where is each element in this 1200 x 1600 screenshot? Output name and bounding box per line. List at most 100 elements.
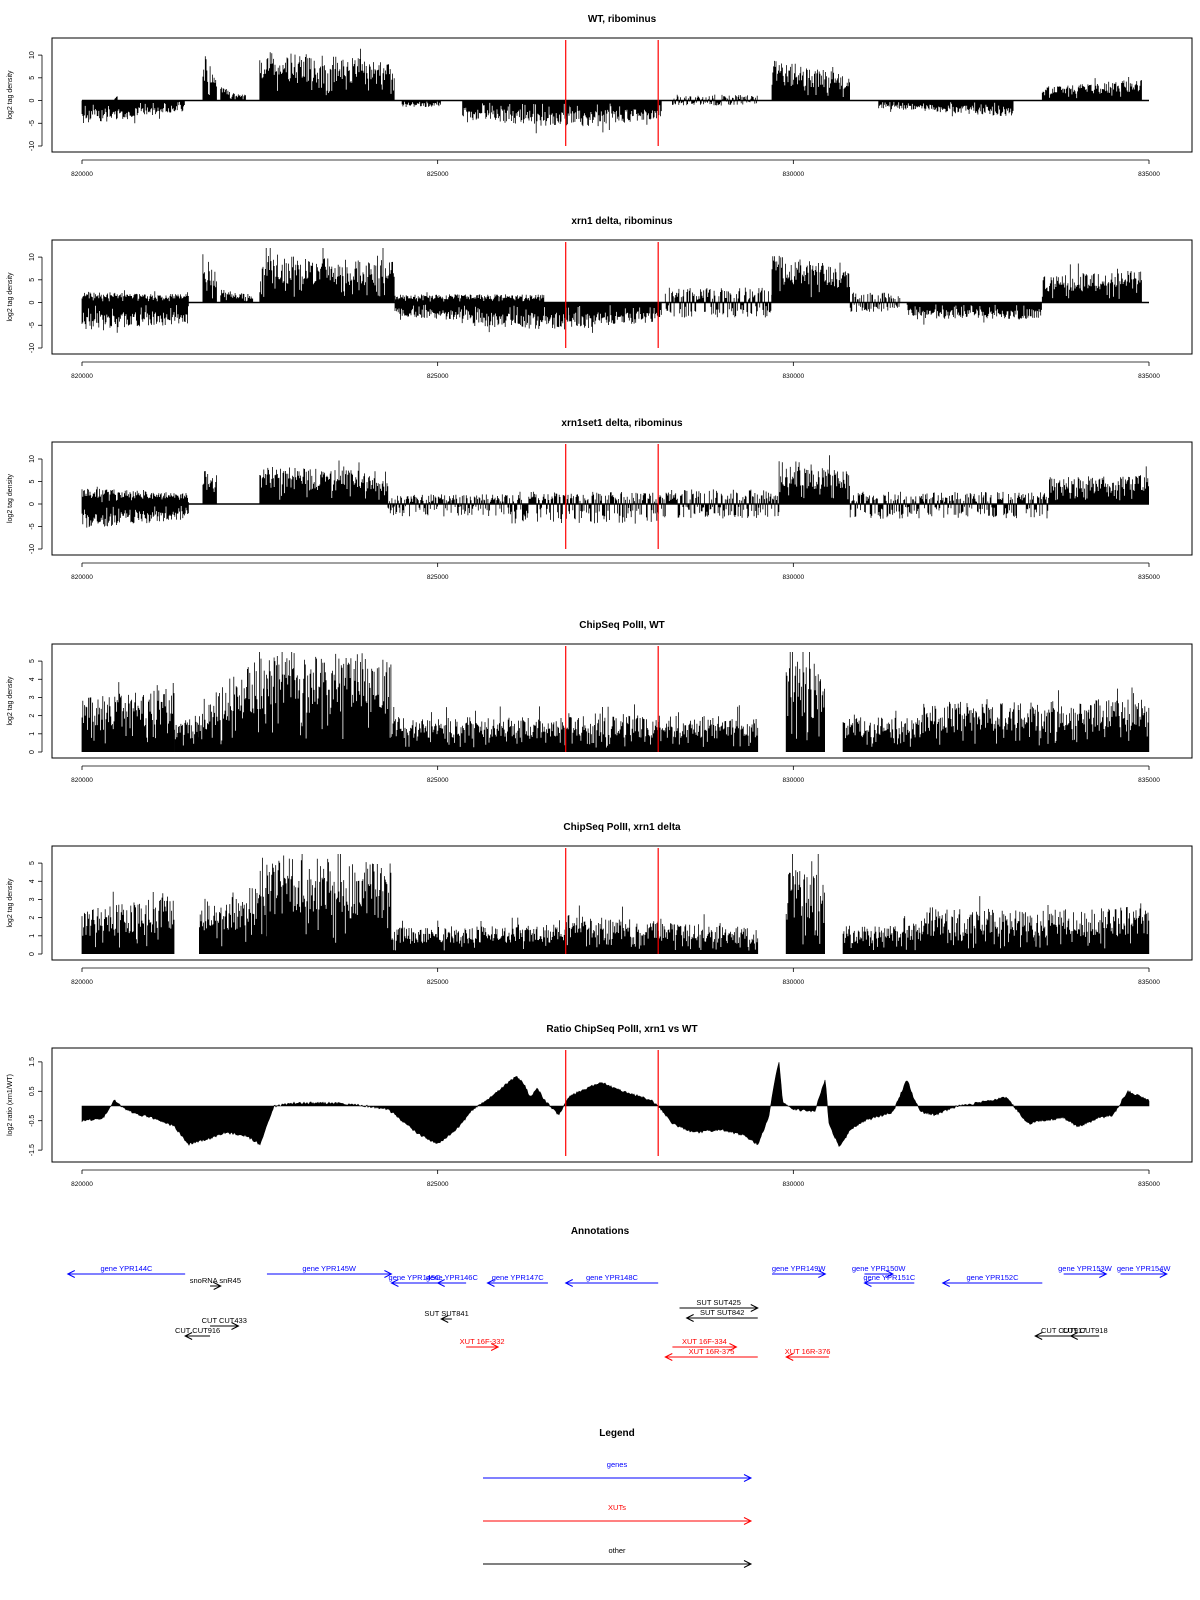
bar-series <box>462 100 570 134</box>
bar-series <box>785 652 825 752</box>
arrow-head <box>885 1270 895 1278</box>
bar-segment-10 <box>771 60 850 101</box>
arrow-head <box>231 1322 240 1330</box>
feature-label: gene YPR146C <box>426 1273 479 1282</box>
feature-label: XUT 16F-332 <box>460 1337 505 1346</box>
bar-segment-5 <box>387 494 510 517</box>
feature-label: XUT 16F-334 <box>682 1337 727 1346</box>
feature-label: XUT 16R-376 <box>785 1347 831 1356</box>
data-bars <box>81 1062 1150 1147</box>
bar-segment-1 <box>81 302 189 333</box>
x-tick-label: 830000 <box>782 373 804 380</box>
feature-label: gene YPR145C <box>389 1273 442 1282</box>
x-tick-label: 825000 <box>427 373 449 380</box>
y-tick-label: 5 <box>29 76 36 80</box>
y-axis-label: log2 tag density <box>7 473 14 523</box>
legend-label: other <box>608 1546 626 1555</box>
y-tick-label: 0 <box>29 98 36 102</box>
annotation-xut-22: XUT 16F-334 <box>672 1337 738 1351</box>
x-tick-label: 830000 <box>782 777 804 784</box>
ratio-area <box>81 1062 1150 1147</box>
annotation-xut-24: XUT 16R-376 <box>785 1347 831 1361</box>
arrow-head <box>863 1279 872 1287</box>
bar-segment-6 <box>785 854 825 954</box>
plot-frame <box>51 37 1193 153</box>
bar-segment-7 <box>462 100 570 134</box>
y-tick-label: 5 <box>29 861 36 865</box>
bar-segment-1 <box>81 891 175 954</box>
bar-segment-10 <box>664 287 773 318</box>
feature-label: gene YPR147C <box>492 1273 545 1282</box>
y-tick-label: 0 <box>29 750 36 754</box>
legend-item-xuts: XUTs <box>483 1503 753 1525</box>
annotation-gene-5: gene YPR147C <box>486 1273 548 1287</box>
bar-series <box>81 302 189 333</box>
y-tick-label: 2 <box>29 714 36 718</box>
y-tick-label: -5 <box>29 523 36 529</box>
feature-label: XUT 16R-375 <box>689 1347 735 1356</box>
y-tick-label: 2 <box>29 916 36 920</box>
bar-segment-6 <box>508 491 666 524</box>
chart-title: WT, ribominus <box>588 14 657 25</box>
x-tick-label: 820000 <box>71 979 93 986</box>
y-tick-label: -5 <box>29 322 36 328</box>
bar-segment-1 <box>81 504 189 528</box>
x-tick-label: 820000 <box>71 373 93 380</box>
arrow-head <box>436 1279 445 1287</box>
x-tick-label: 835000 <box>1138 1181 1160 1188</box>
feature-label: CUT CUT917 <box>1041 1326 1086 1335</box>
legend-item-genes: genes <box>483 1460 753 1482</box>
bar-series <box>81 100 185 124</box>
y-tick-label: -5 <box>29 120 36 126</box>
bar-series <box>1041 263 1142 303</box>
bar-series <box>849 491 1049 519</box>
bar-segment-4 <box>220 289 254 303</box>
x-tick-label: 820000 <box>71 574 93 581</box>
feature-label: SUT SUT425 <box>696 1298 740 1307</box>
bar-series <box>565 704 759 752</box>
bar-series <box>1034 903 1150 954</box>
bar-series <box>664 489 780 519</box>
annotation-gene-10: gene YPR152C <box>941 1273 1043 1287</box>
legend-title: Legend <box>599 1428 635 1439</box>
y-tick-label: 0.5 <box>29 1086 36 1096</box>
chart-panel-6: Ratio ChipSeq PolII, xrn1 vs WT 1.5 0.5 -0.… <box>7 1024 1193 1188</box>
y-tick-label: 1.5 <box>29 1057 36 1067</box>
y-tick-label: -10 <box>29 343 36 353</box>
bar-segment-6 <box>401 100 441 107</box>
bar-series <box>1034 687 1150 752</box>
y-tick-label: 10 <box>29 455 36 463</box>
x-tick-label: 835000 <box>1138 979 1160 986</box>
chart-panel-2: xrn1 delta, ribominus 10 5 0 -5 -10 log2 tag d… <box>7 216 1193 380</box>
bar-series <box>401 100 441 107</box>
arrow-head <box>729 1343 738 1351</box>
bar-series <box>220 87 246 101</box>
bar-segment-8 <box>568 100 662 133</box>
annotation-other-18: CUT CUT916 <box>175 1326 220 1340</box>
data-bars <box>81 652 1150 752</box>
x-tick-label: 830000 <box>782 979 804 986</box>
feature-label: gene YPR154W <box>1117 1264 1172 1273</box>
bar-series <box>81 682 175 752</box>
arrow-head <box>785 1353 794 1361</box>
bar-segment-8 <box>472 302 570 333</box>
bar-series <box>472 302 570 333</box>
bar-segment-3 <box>202 56 217 101</box>
annotation-xut-21: XUT 16F-332 <box>460 1337 505 1351</box>
annotation-gene-11: gene YPR153W <box>1058 1264 1113 1278</box>
y-tick-label: 5 <box>29 659 36 663</box>
bar-segment-9 <box>849 491 1049 519</box>
bar-series <box>199 652 267 752</box>
y-tick-label: 1 <box>29 934 36 938</box>
annotation-gene-8: gene YPR150W <box>852 1264 906 1278</box>
x-tick-label: 825000 <box>427 979 449 986</box>
bar-series <box>220 289 254 303</box>
x-tick-label: 830000 <box>782 171 804 178</box>
data-bars <box>81 48 1142 134</box>
legend-label: genes <box>607 1460 628 1469</box>
bar-series <box>202 254 217 303</box>
x-tick-label: 835000 <box>1138 171 1160 178</box>
bar-series <box>1049 466 1149 504</box>
bar-segment-1 <box>81 682 175 752</box>
